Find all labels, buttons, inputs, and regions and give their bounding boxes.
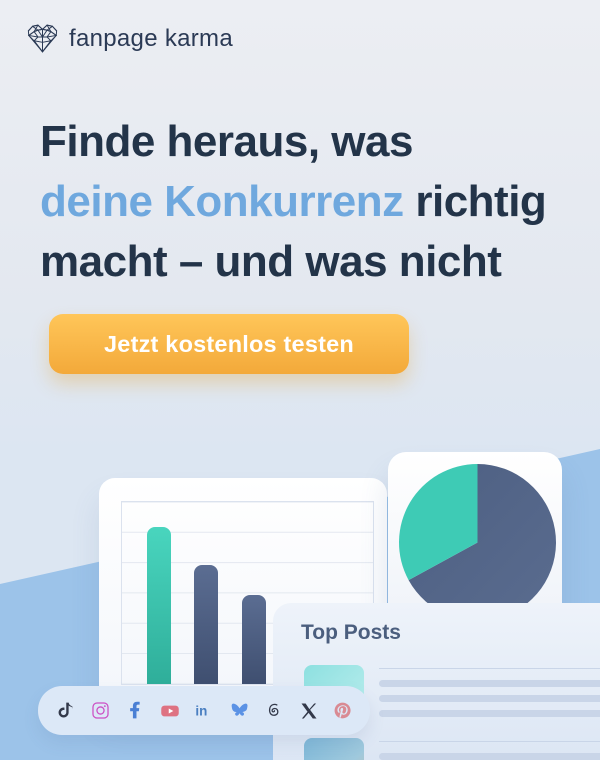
- svg-text:in: in: [195, 704, 207, 719]
